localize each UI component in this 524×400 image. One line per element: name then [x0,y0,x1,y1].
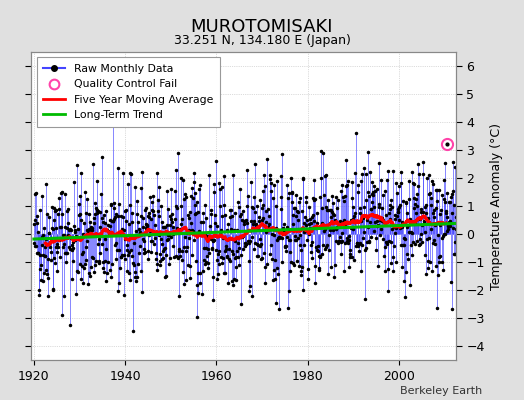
Text: MUROTOMISAKI: MUROTOMISAKI [191,18,333,36]
Text: 33.251 N, 134.180 E (Japan): 33.251 N, 134.180 E (Japan) [173,34,351,47]
Y-axis label: Temperature Anomaly (°C): Temperature Anomaly (°C) [490,122,503,290]
Legend: Raw Monthly Data, Quality Control Fail, Five Year Moving Average, Long-Term Tren: Raw Monthly Data, Quality Control Fail, … [37,58,220,127]
Text: Berkeley Earth: Berkeley Earth [400,386,482,396]
